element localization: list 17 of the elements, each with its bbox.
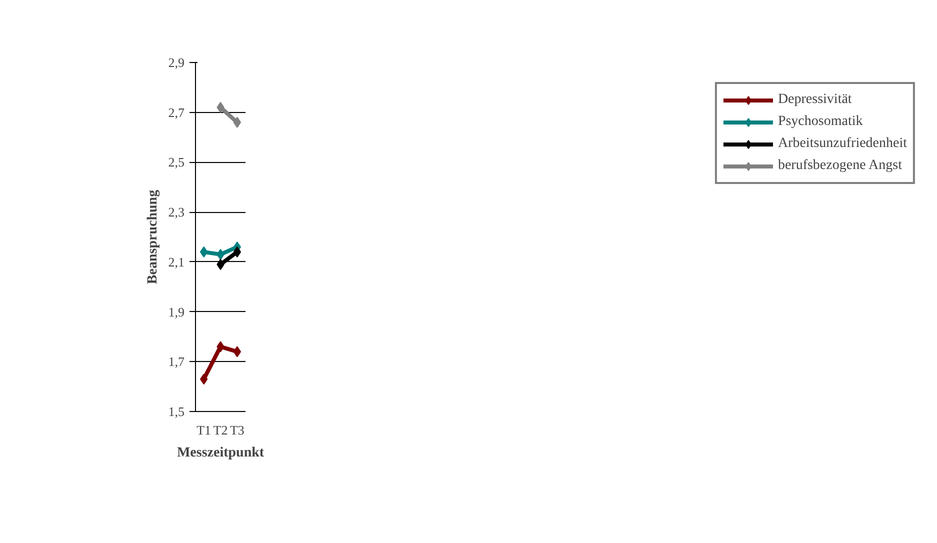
y-tick-label: 2,1 (168, 254, 184, 270)
x-tick-label: T3 (230, 422, 244, 438)
x-axis-title: Messzeitpunkt (176, 446, 264, 460)
x-tick-label: T1 (196, 422, 212, 438)
y-tick-label: 1,5 (168, 404, 184, 419)
y-axis-title: Beanspruchung (145, 190, 160, 284)
y-tick-label: 2,9 (168, 55, 184, 70)
legend-label: berufsbezogene Angst (778, 158, 902, 174)
x-tick-label: T2 (213, 422, 228, 438)
y-tick-label: 1,9 (168, 304, 184, 320)
legend-label: Depressivität (778, 92, 852, 108)
legend-label: Psychosomatik (778, 114, 863, 130)
legend-label: Arbeitsunzufriedenheit (778, 136, 907, 152)
y-tick-label: 1,7 (168, 354, 185, 370)
y-tick-label: 2,5 (168, 154, 184, 170)
y-tick-label: 2,3 (168, 204, 184, 220)
y-tick-label: 2,7 (168, 104, 185, 120)
